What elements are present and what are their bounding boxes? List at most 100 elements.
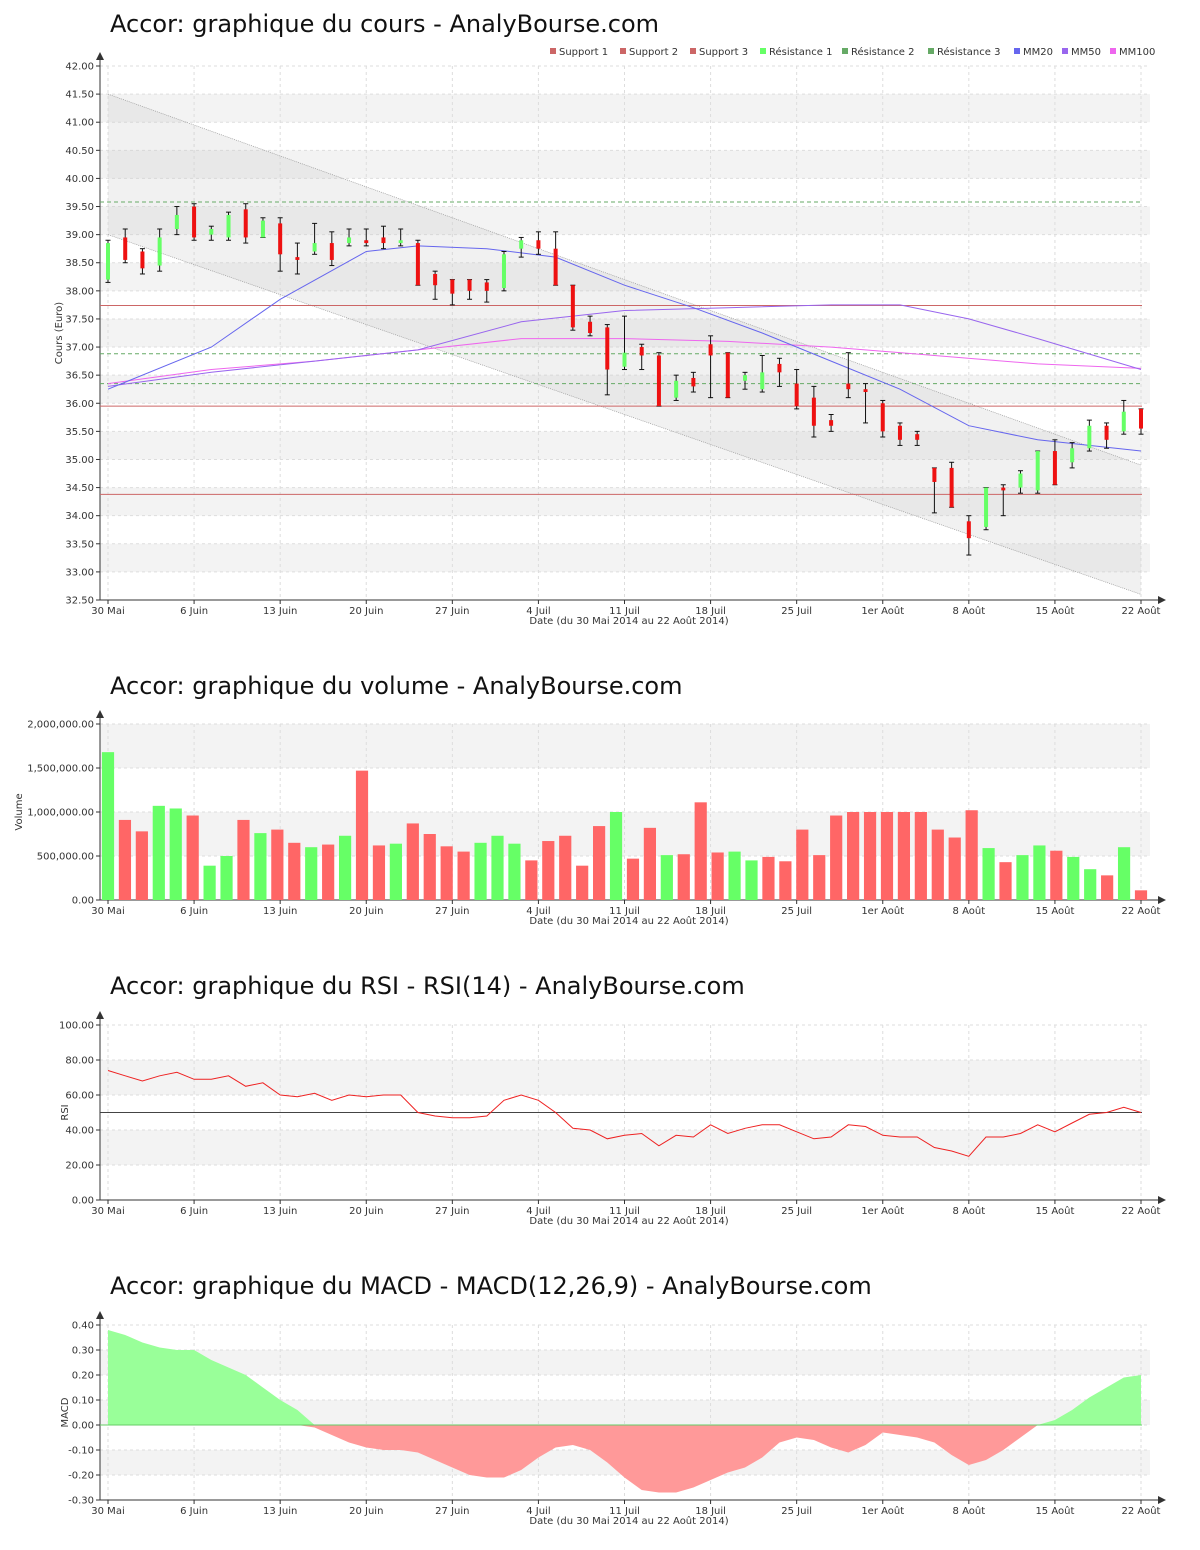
volume-bar — [1067, 856, 1080, 900]
volume-bar — [694, 802, 707, 900]
x-tick-label: 1er Août — [861, 905, 904, 917]
y-tick-label: -0.20 — [68, 1471, 94, 1482]
y-tick-label: 2,000,000.00 — [27, 720, 94, 731]
candle — [742, 371, 748, 390]
volume-bar — [830, 815, 843, 900]
candle — [656, 352, 662, 407]
candle-body — [295, 257, 300, 260]
candle-body — [278, 223, 283, 255]
y-tick-label: 60.00 — [65, 1091, 94, 1102]
rsi-chart-panel: Accor: graphique du RSI - RSI(14) - Anal… — [0, 968, 1200, 1238]
candle — [1138, 408, 1144, 435]
y-tick-label: 0.20 — [72, 1371, 94, 1382]
candle-body — [1087, 425, 1092, 449]
y-axis-arrow — [96, 52, 104, 60]
volume-bar — [254, 833, 267, 900]
candle — [1017, 470, 1023, 494]
x-tick-label: 15 Août — [1035, 605, 1074, 617]
volume-bar — [559, 835, 572, 900]
candle-body — [450, 279, 455, 294]
y-tick-label: 1,500,000.00 — [27, 764, 94, 775]
candle — [174, 206, 180, 236]
x-tick-label: 6 Juin — [180, 1206, 208, 1217]
volume-bar — [660, 855, 673, 900]
candle-body — [123, 237, 128, 260]
x-tick-label: 11 Juil — [609, 906, 640, 917]
y-tick-label: 40.50 — [65, 146, 94, 157]
volume-bar — [203, 865, 216, 900]
candle-body — [312, 243, 317, 252]
candle-body — [811, 397, 816, 426]
x-tick-label: 13 Juin — [263, 1206, 297, 1217]
candle — [277, 217, 283, 272]
candle-body — [656, 355, 661, 407]
candle-body — [846, 383, 851, 390]
legend-label: Support 2 — [629, 47, 678, 58]
y-axis-label: MACD — [60, 1397, 71, 1427]
volume-bar — [796, 829, 809, 900]
candle — [966, 515, 972, 556]
macd-negative-area — [108, 1425, 1141, 1493]
candle-body — [829, 420, 834, 426]
x-tick-label: 30 Mai — [91, 1206, 124, 1217]
x-tick-label: 30 Mai — [91, 606, 124, 617]
candle — [897, 422, 903, 446]
x-tick-label: 25 Juil — [781, 606, 812, 617]
candle-body — [243, 209, 248, 238]
mm20-line — [107, 245, 1142, 452]
legend-item-mm20: MM20 — [1014, 47, 1053, 58]
y-axis-arrow — [96, 710, 104, 718]
trend-channel-lower — [107, 234, 1142, 595]
candle — [776, 357, 782, 387]
y-tick-label: 40.00 — [65, 1126, 94, 1137]
volume-bar — [389, 843, 402, 900]
y-tick-label: 41.50 — [65, 90, 94, 101]
candle — [243, 203, 249, 244]
macd-positive-area — [108, 1330, 1141, 1425]
x-tick-label: 20 Juin — [349, 1506, 383, 1517]
y-tick-label: 37.00 — [65, 343, 94, 354]
volume-bar — [1050, 850, 1063, 900]
x-tick-label: 22 Août — [1122, 605, 1161, 617]
candle — [863, 383, 869, 424]
candle — [639, 343, 645, 371]
candle — [880, 399, 886, 438]
legend-item-mm100: MM100 — [1110, 47, 1155, 58]
candle — [690, 371, 696, 393]
legend-label: Résistance 1 — [769, 46, 832, 58]
y-tick-label: 500,000.00 — [37, 852, 94, 863]
x-tick-label: 18 Juil — [695, 1206, 726, 1217]
x-tick-label: 30 Mai — [91, 1506, 124, 1517]
volume-bar — [948, 837, 961, 900]
x-tick-label: 22 Août — [1122, 1205, 1161, 1217]
candle — [828, 414, 834, 432]
candle-body — [639, 347, 644, 356]
volume-bar — [135, 831, 148, 900]
candle — [467, 279, 473, 300]
legend-label: Support 1 — [559, 47, 608, 58]
x-axis-arrow — [1158, 596, 1166, 604]
volume-bar — [931, 829, 944, 900]
x-tick-label: 30 Mai — [91, 906, 124, 917]
candle-body — [777, 363, 782, 373]
legend-label: MM50 — [1071, 47, 1101, 58]
candle-body — [605, 327, 610, 370]
candle-body — [880, 403, 885, 432]
y-axis-label: Volume — [14, 793, 25, 830]
candle — [845, 352, 851, 399]
y-tick-label: 0.00 — [72, 896, 94, 907]
x-axis-label: Date (du 30 Mai 2014 au 22 Août 2014) — [529, 915, 728, 927]
volume-bar — [576, 865, 589, 900]
x-tick-label: 27 Juin — [435, 906, 469, 917]
x-tick-label: 11 Juil — [609, 1506, 640, 1517]
volume-bar — [152, 805, 165, 900]
x-axis-arrow — [1158, 1196, 1166, 1204]
volume-bar — [491, 835, 504, 900]
volume-bar — [1084, 869, 1097, 900]
y-tick-label: 36.50 — [65, 371, 94, 382]
mm50-line — [107, 304, 1142, 387]
x-tick-label: 8 Août — [953, 605, 986, 617]
candle — [226, 211, 232, 241]
candle — [363, 228, 369, 247]
x-tick-label: 4 Juil — [526, 1506, 550, 1517]
